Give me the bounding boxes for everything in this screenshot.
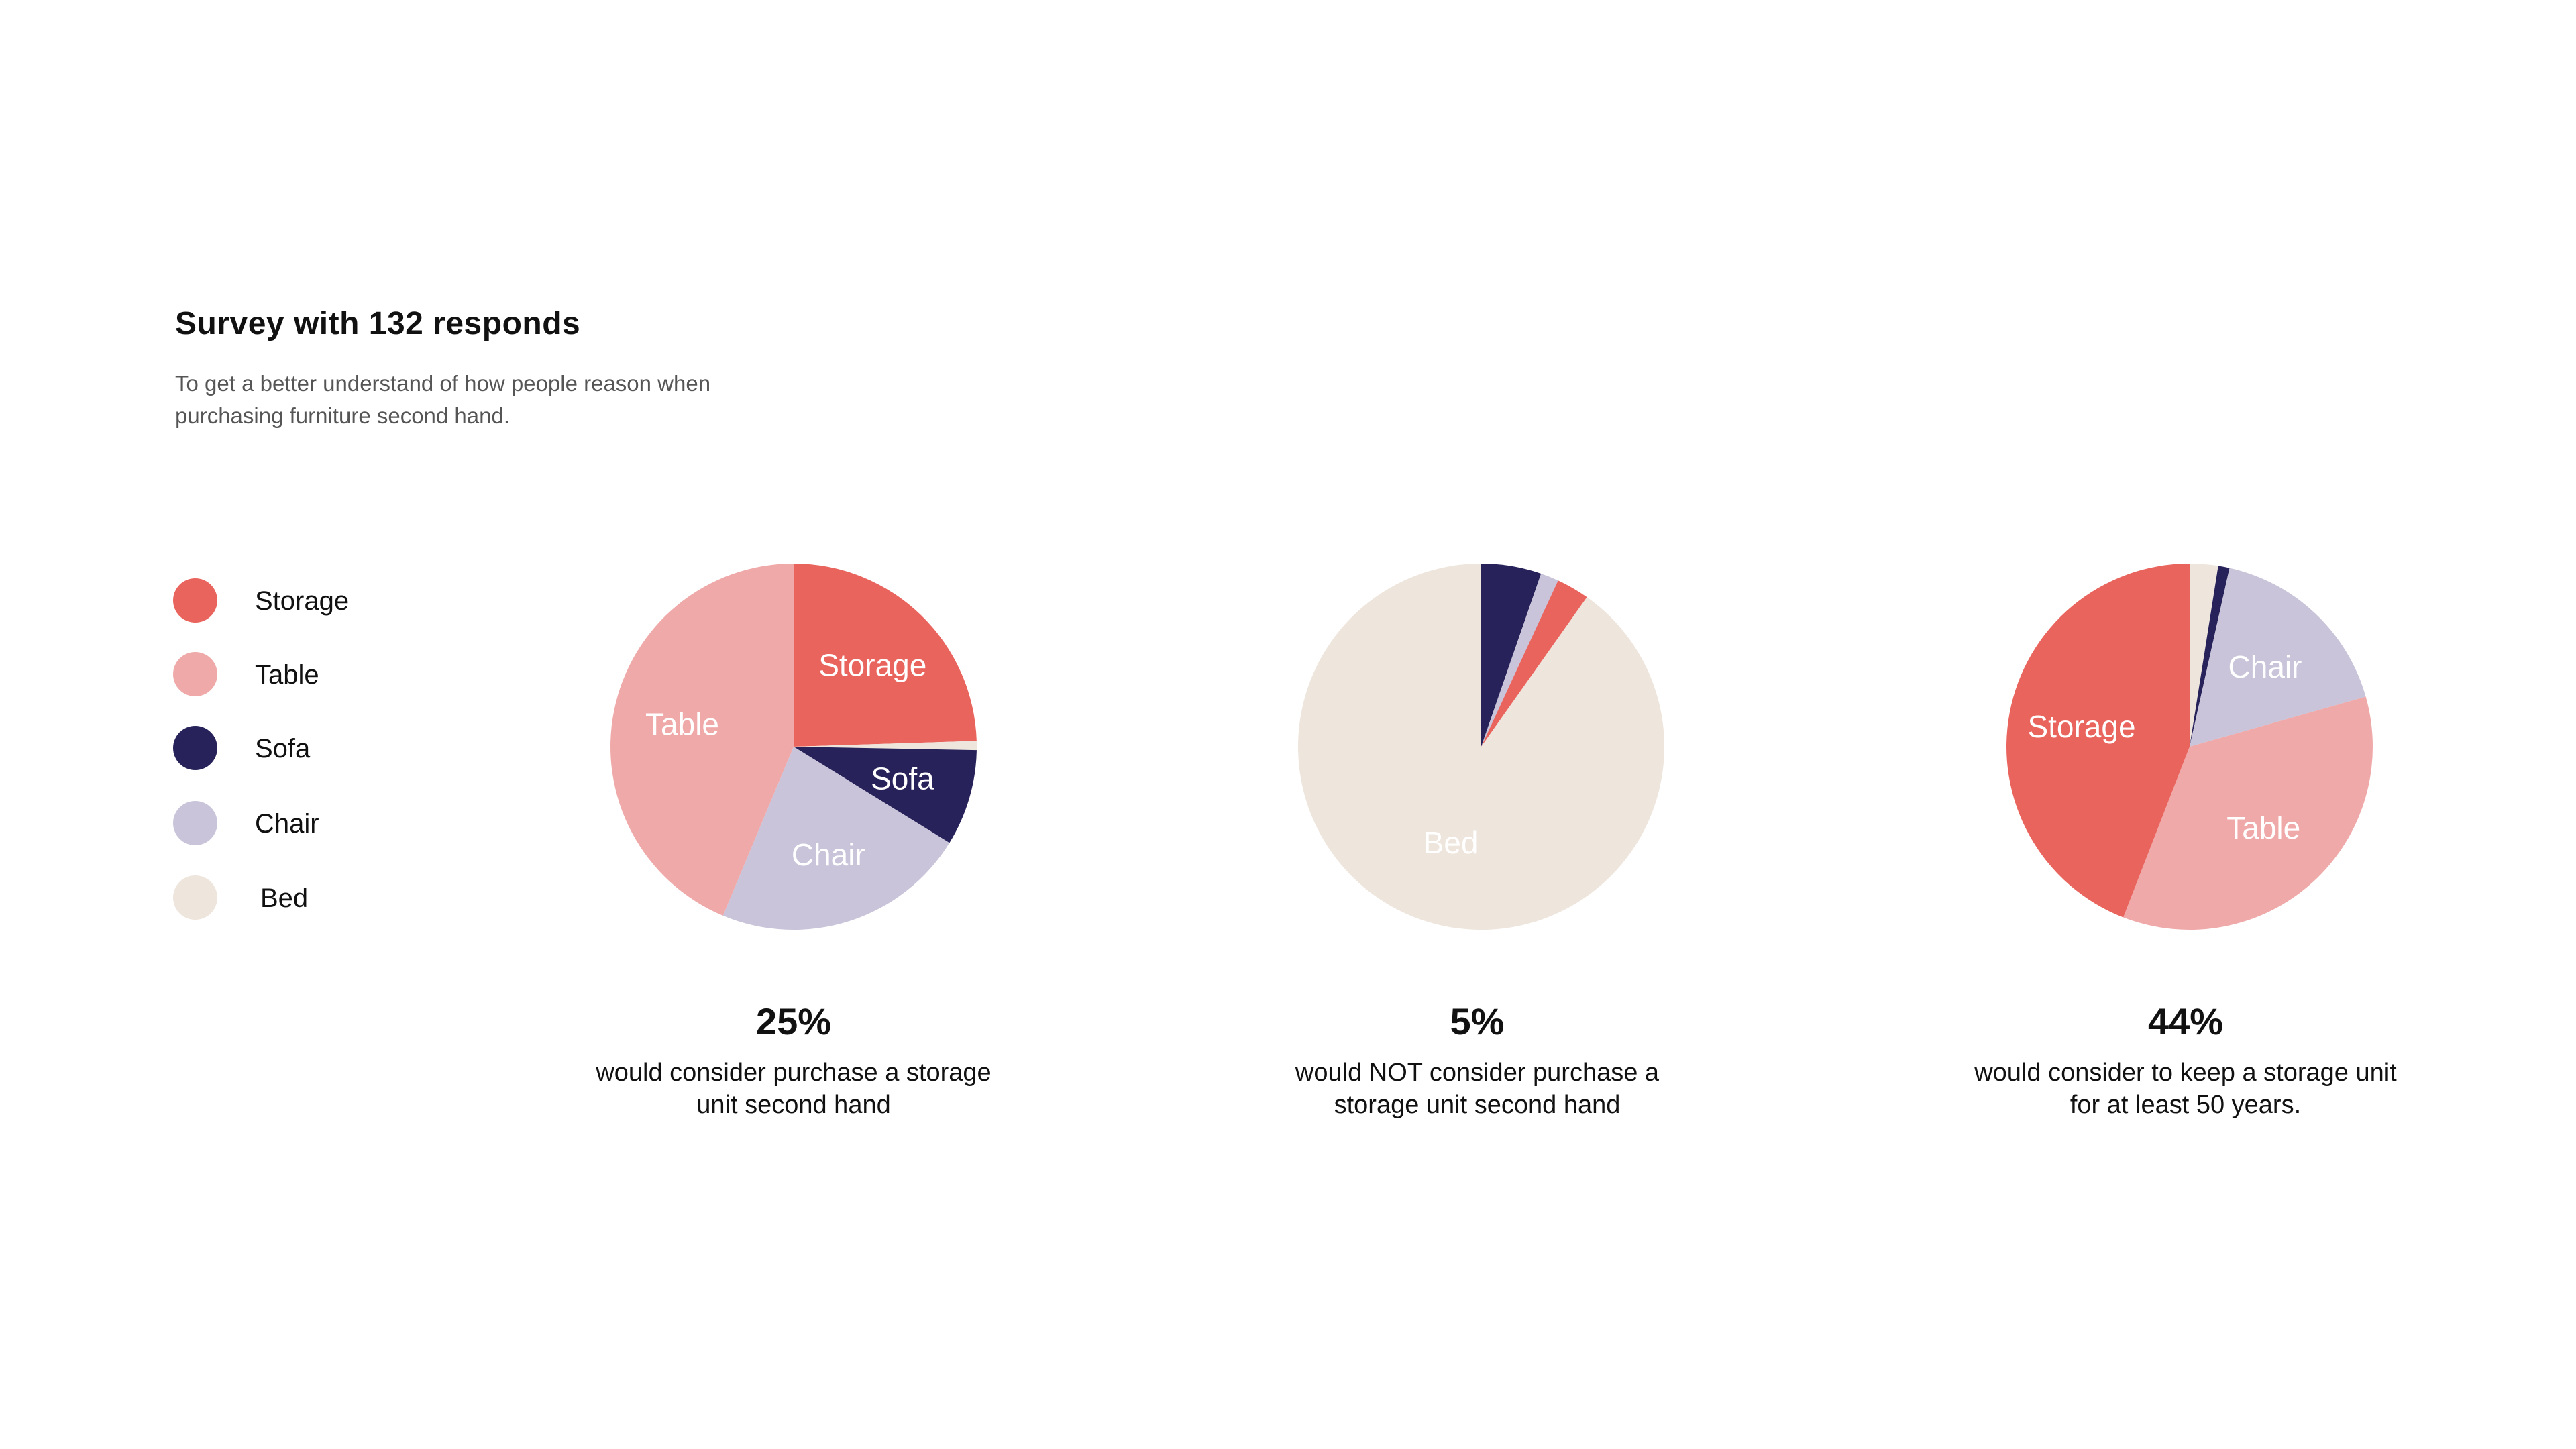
legend-swatch-sofa <box>173 726 217 770</box>
pie-1-slice-sofa <box>794 747 977 843</box>
pie-1-label-chair: Chair <box>792 837 865 872</box>
chart-subtitle: To get a better understand of how people… <box>175 371 711 428</box>
pie-3-slice-sofa <box>2190 566 2230 747</box>
caption-1: 25% would consider purchase a storage un… <box>492 1000 1095 1121</box>
caption-1-value: 25% <box>755 1000 832 1042</box>
caption-3: 44% would consider to keep a storage uni… <box>1884 1000 2487 1121</box>
caption-1-text: would consider purchase a storage unit s… <box>596 1059 991 1119</box>
legend-swatch-table <box>173 652 217 696</box>
pie-3-slice-storage <box>2006 564 2190 918</box>
pie-2-slice-bed <box>1297 564 1664 930</box>
caption-3-text: would consider to keep a storage unit fo… <box>1974 1059 2397 1119</box>
pie-3-label-table: Table <box>2226 810 2300 845</box>
legend-swatch-chair <box>173 801 217 845</box>
caption-2-text: would NOT consider purchase a storage un… <box>1295 1059 1660 1119</box>
pie-2-label-bed: Bed <box>1424 825 1479 860</box>
legend-label-storage: Storage <box>255 586 350 616</box>
legend-label-bed: Bed <box>260 883 309 913</box>
pie-1-slice-table <box>610 564 794 916</box>
survey-header: Survey with 132 responds To get a better… <box>175 305 846 432</box>
legend-item-storage: Storage <box>173 578 441 625</box>
legend-item-table: Table <box>173 652 441 699</box>
pie-1-slice-storage <box>794 564 977 747</box>
pie-1-label-table: Table <box>645 707 719 742</box>
pie-3-slice-bed <box>2190 564 2218 747</box>
legend-item-sofa: Sofa <box>173 726 441 773</box>
legend-swatch-bed <box>173 875 217 920</box>
pie-3-slice-chair <box>2190 568 2366 747</box>
legend-label-sofa: Sofa <box>255 734 311 763</box>
pie-1-slice-chair <box>722 747 950 930</box>
pie-3-slice-table <box>2123 696 2373 930</box>
caption-3-value: 44% <box>2147 1000 2224 1042</box>
pie-1-slice-bed <box>794 741 977 751</box>
pie-chart-2: Bed <box>1297 564 1664 930</box>
pie-3-label-storage: Storage <box>2027 709 2135 744</box>
caption-2-value: 5% <box>1450 1000 1505 1042</box>
legend-label-table: Table <box>255 660 319 690</box>
pie-chart-3: Chair Table Storage <box>2006 564 2373 930</box>
legend-swatch-storage <box>173 578 217 623</box>
pie-2-slice-storage <box>1481 580 1587 747</box>
pie-2-slice-sofa <box>1481 564 1542 747</box>
pie-2-slice-chair <box>1481 573 1558 747</box>
legend-label-chair: Chair <box>255 809 319 839</box>
pie-chart-1: Storage Sofa Chair Table <box>610 564 977 930</box>
caption-2: 5% would NOT consider purchase a storage… <box>1175 1000 1779 1121</box>
legend-item-chair: Chair <box>173 801 441 848</box>
pie-1-label-storage: Storage <box>818 647 926 682</box>
pie-1-label-sofa: Sofa <box>871 761 934 796</box>
pie-3-label-chair: Chair <box>2229 649 2302 684</box>
legend-item-bed: Bed <box>173 875 441 922</box>
chart-title: Survey with 132 responds <box>175 306 581 341</box>
